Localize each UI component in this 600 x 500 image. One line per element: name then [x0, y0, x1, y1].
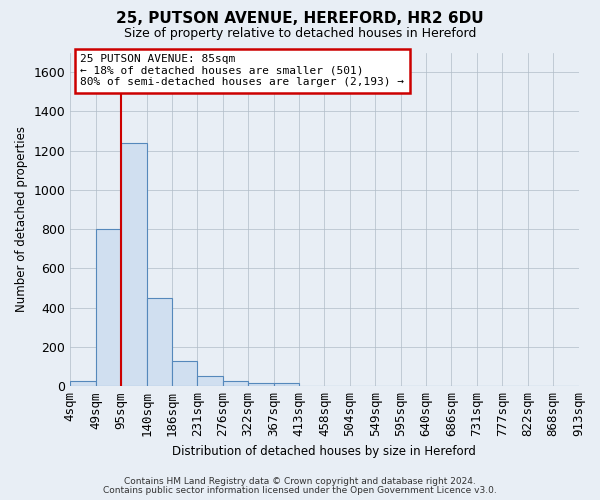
Text: 25 PUTSON AVENUE: 85sqm
← 18% of detached houses are smaller (501)
80% of semi-d: 25 PUTSON AVENUE: 85sqm ← 18% of detache… — [80, 54, 404, 88]
Text: Size of property relative to detached houses in Hereford: Size of property relative to detached ho… — [124, 28, 476, 40]
Text: 25, PUTSON AVENUE, HEREFORD, HR2 6DU: 25, PUTSON AVENUE, HEREFORD, HR2 6DU — [116, 11, 484, 26]
Bar — [197, 376, 223, 386]
Bar — [146, 298, 172, 386]
Bar — [248, 384, 274, 386]
Bar — [223, 382, 248, 386]
Bar — [274, 384, 299, 386]
Bar — [96, 229, 121, 386]
Bar — [70, 382, 96, 386]
Text: Contains public sector information licensed under the Open Government Licence v3: Contains public sector information licen… — [103, 486, 497, 495]
Text: Contains HM Land Registry data © Crown copyright and database right 2024.: Contains HM Land Registry data © Crown c… — [124, 477, 476, 486]
Bar — [172, 361, 197, 386]
Bar — [121, 143, 146, 386]
X-axis label: Distribution of detached houses by size in Hereford: Distribution of detached houses by size … — [172, 444, 476, 458]
Y-axis label: Number of detached properties: Number of detached properties — [15, 126, 28, 312]
